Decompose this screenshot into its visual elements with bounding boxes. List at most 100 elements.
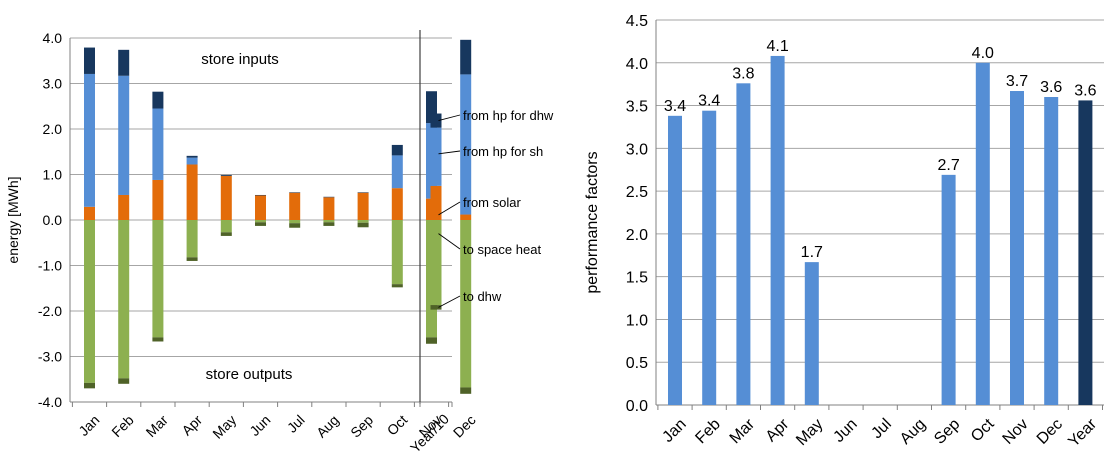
bar-segment-from-solar [118,194,130,220]
bar-segment-from-hp-for-dhw [118,49,130,76]
x-tick-label: Nov [1000,416,1032,448]
bar-segment-to-space-heat [357,220,369,223]
data-label: 3.6 [1074,82,1096,99]
x-tick-label: May [793,416,826,449]
bar-segment-from-hp-for-dhw [289,192,301,193]
legend-pointer [438,201,461,216]
annotation-store-inputs: store inputs [201,51,279,68]
bar-dec [1044,97,1059,405]
bar-segment-from-hp-for-sh [186,157,198,165]
bar-segment-to-dhw [426,337,437,344]
legend-pointer [438,150,461,155]
x-tick-label: Jun [246,412,273,439]
x-tick-label: Sep [931,416,963,448]
x-tick-label: Sep [347,412,376,441]
bar-segment-to-space-heat [186,220,198,258]
bar-segment-from-hp-for-dhw [186,155,198,158]
bar-segment-to-space-heat [323,220,335,223]
y-axis-label: performance factors [584,151,601,293]
bar-segment-to-space-heat [152,220,164,338]
x-tick-label: Jul [868,416,894,442]
y-axis-label: energy [MWh] [5,176,21,263]
bar-segment-to-space-heat [84,220,95,383]
legend-label: from solar [463,195,521,210]
bar-segment-from-solar [220,175,232,220]
bar-segment-from-solar [84,206,95,220]
bar-segment-to-dhw [289,223,301,228]
bar-segment-from-solar [460,214,472,220]
data-label: 3.4 [664,98,686,115]
y-tick-label: 0.5 [626,355,648,372]
x-tick-label: Oct [384,412,411,439]
x-tick-label: Jan [75,412,102,439]
y-tick-label: 2.0 [43,121,63,137]
x-tick-label: Mar [143,412,172,441]
x-tick-label: Jan [659,416,689,446]
bar-segment-to-dhw [186,257,198,261]
energy-balance-chart: -4.0 -3.0 -2.0 -1.0 0.0 1.0 2.0 3.0 4.0 Jan Feb Mar… [5,30,554,456]
x-tick-label: Jun [830,416,860,446]
bar-segment-from-hp-for-dhw [460,39,472,75]
legend-label: to dhw [463,289,502,304]
bar-jan [668,115,682,406]
y-tick-label: 2.0 [626,227,648,244]
bar-segment-from-hp-for-sh [84,73,95,207]
y-tick-label: 4.0 [626,56,648,73]
data-label: 3.8 [732,65,754,82]
y-tick-label: 3.0 [43,76,63,92]
x-tick-label: Dec [450,412,479,441]
x-tick-label: Feb [692,416,724,448]
bar-segment-to-dhw [430,305,442,310]
data-label: 3.4 [698,93,720,110]
bar-segment-to-dhw [220,232,232,236]
bar-segment-to-dhw [152,337,164,342]
y-tick-label: 3.0 [626,141,648,158]
bar-segment-from-hp-for-dhw [84,47,95,74]
bar-segment-from-solar [430,185,442,220]
bar-segment-from-hp-for-dhw [426,91,437,124]
data-label: 3.7 [1006,73,1028,90]
bar-segment-from-solar [323,197,335,220]
bar-segment-to-dhw [323,222,335,226]
x-tick-label: Aug [313,412,342,441]
bar-segment-to-dhw [118,378,130,384]
bar-mar [736,83,751,406]
bar-segment-to-space-heat [255,220,266,223]
bar-segment-from-hp-for-dhw [391,144,403,156]
y-tick-label: -4.0 [38,394,62,410]
bar-segment-from-solar [289,192,301,220]
bar-sep [941,174,956,405]
bar-segment-from-hp-for-sh [391,155,403,189]
bar-segment-from-hp-for-sh [460,74,472,215]
x-tick-label: Jul [284,412,308,436]
y-tick-label: -1.0 [38,258,62,274]
bar-year [1078,100,1093,405]
y-tick-label: 4.0 [43,30,63,46]
bar-segment-from-solar [186,164,198,220]
x-tick-label: Aug [897,416,929,448]
bar-segment-to-dhw [357,222,369,228]
x-tick-label: May [209,412,239,442]
bar-segment-from-solar [391,188,403,220]
data-label: 4.0 [972,45,994,62]
bar-nov [1010,91,1024,405]
bar-segment-from-hp-for-sh [430,127,442,186]
legend-pointer [438,295,461,308]
x-tick-label: Mar [727,415,759,447]
legend-label: from hp for dhw [463,108,554,123]
bar-segment-to-space-heat [118,220,130,379]
bar-segment-from-solar [255,195,266,220]
annotation-store-outputs: store outputs [206,366,293,383]
legend-pointer [438,233,461,250]
bar-segment-to-dhw [391,284,403,288]
y-tick-label: 2.5 [626,184,648,201]
bar-segment-to-space-heat [430,220,442,306]
y-tick-label: 0.0 [626,398,648,415]
bar-segment-to-space-heat [391,220,403,285]
bar-segment-to-space-heat [220,220,232,233]
bar-segment-from-solar [357,192,369,220]
bar-segment-from-hp-for-sh [118,75,130,195]
data-label: 2.7 [937,157,959,174]
x-tick-label: Apr [178,412,205,439]
x-tick-label: Oct [968,415,998,445]
